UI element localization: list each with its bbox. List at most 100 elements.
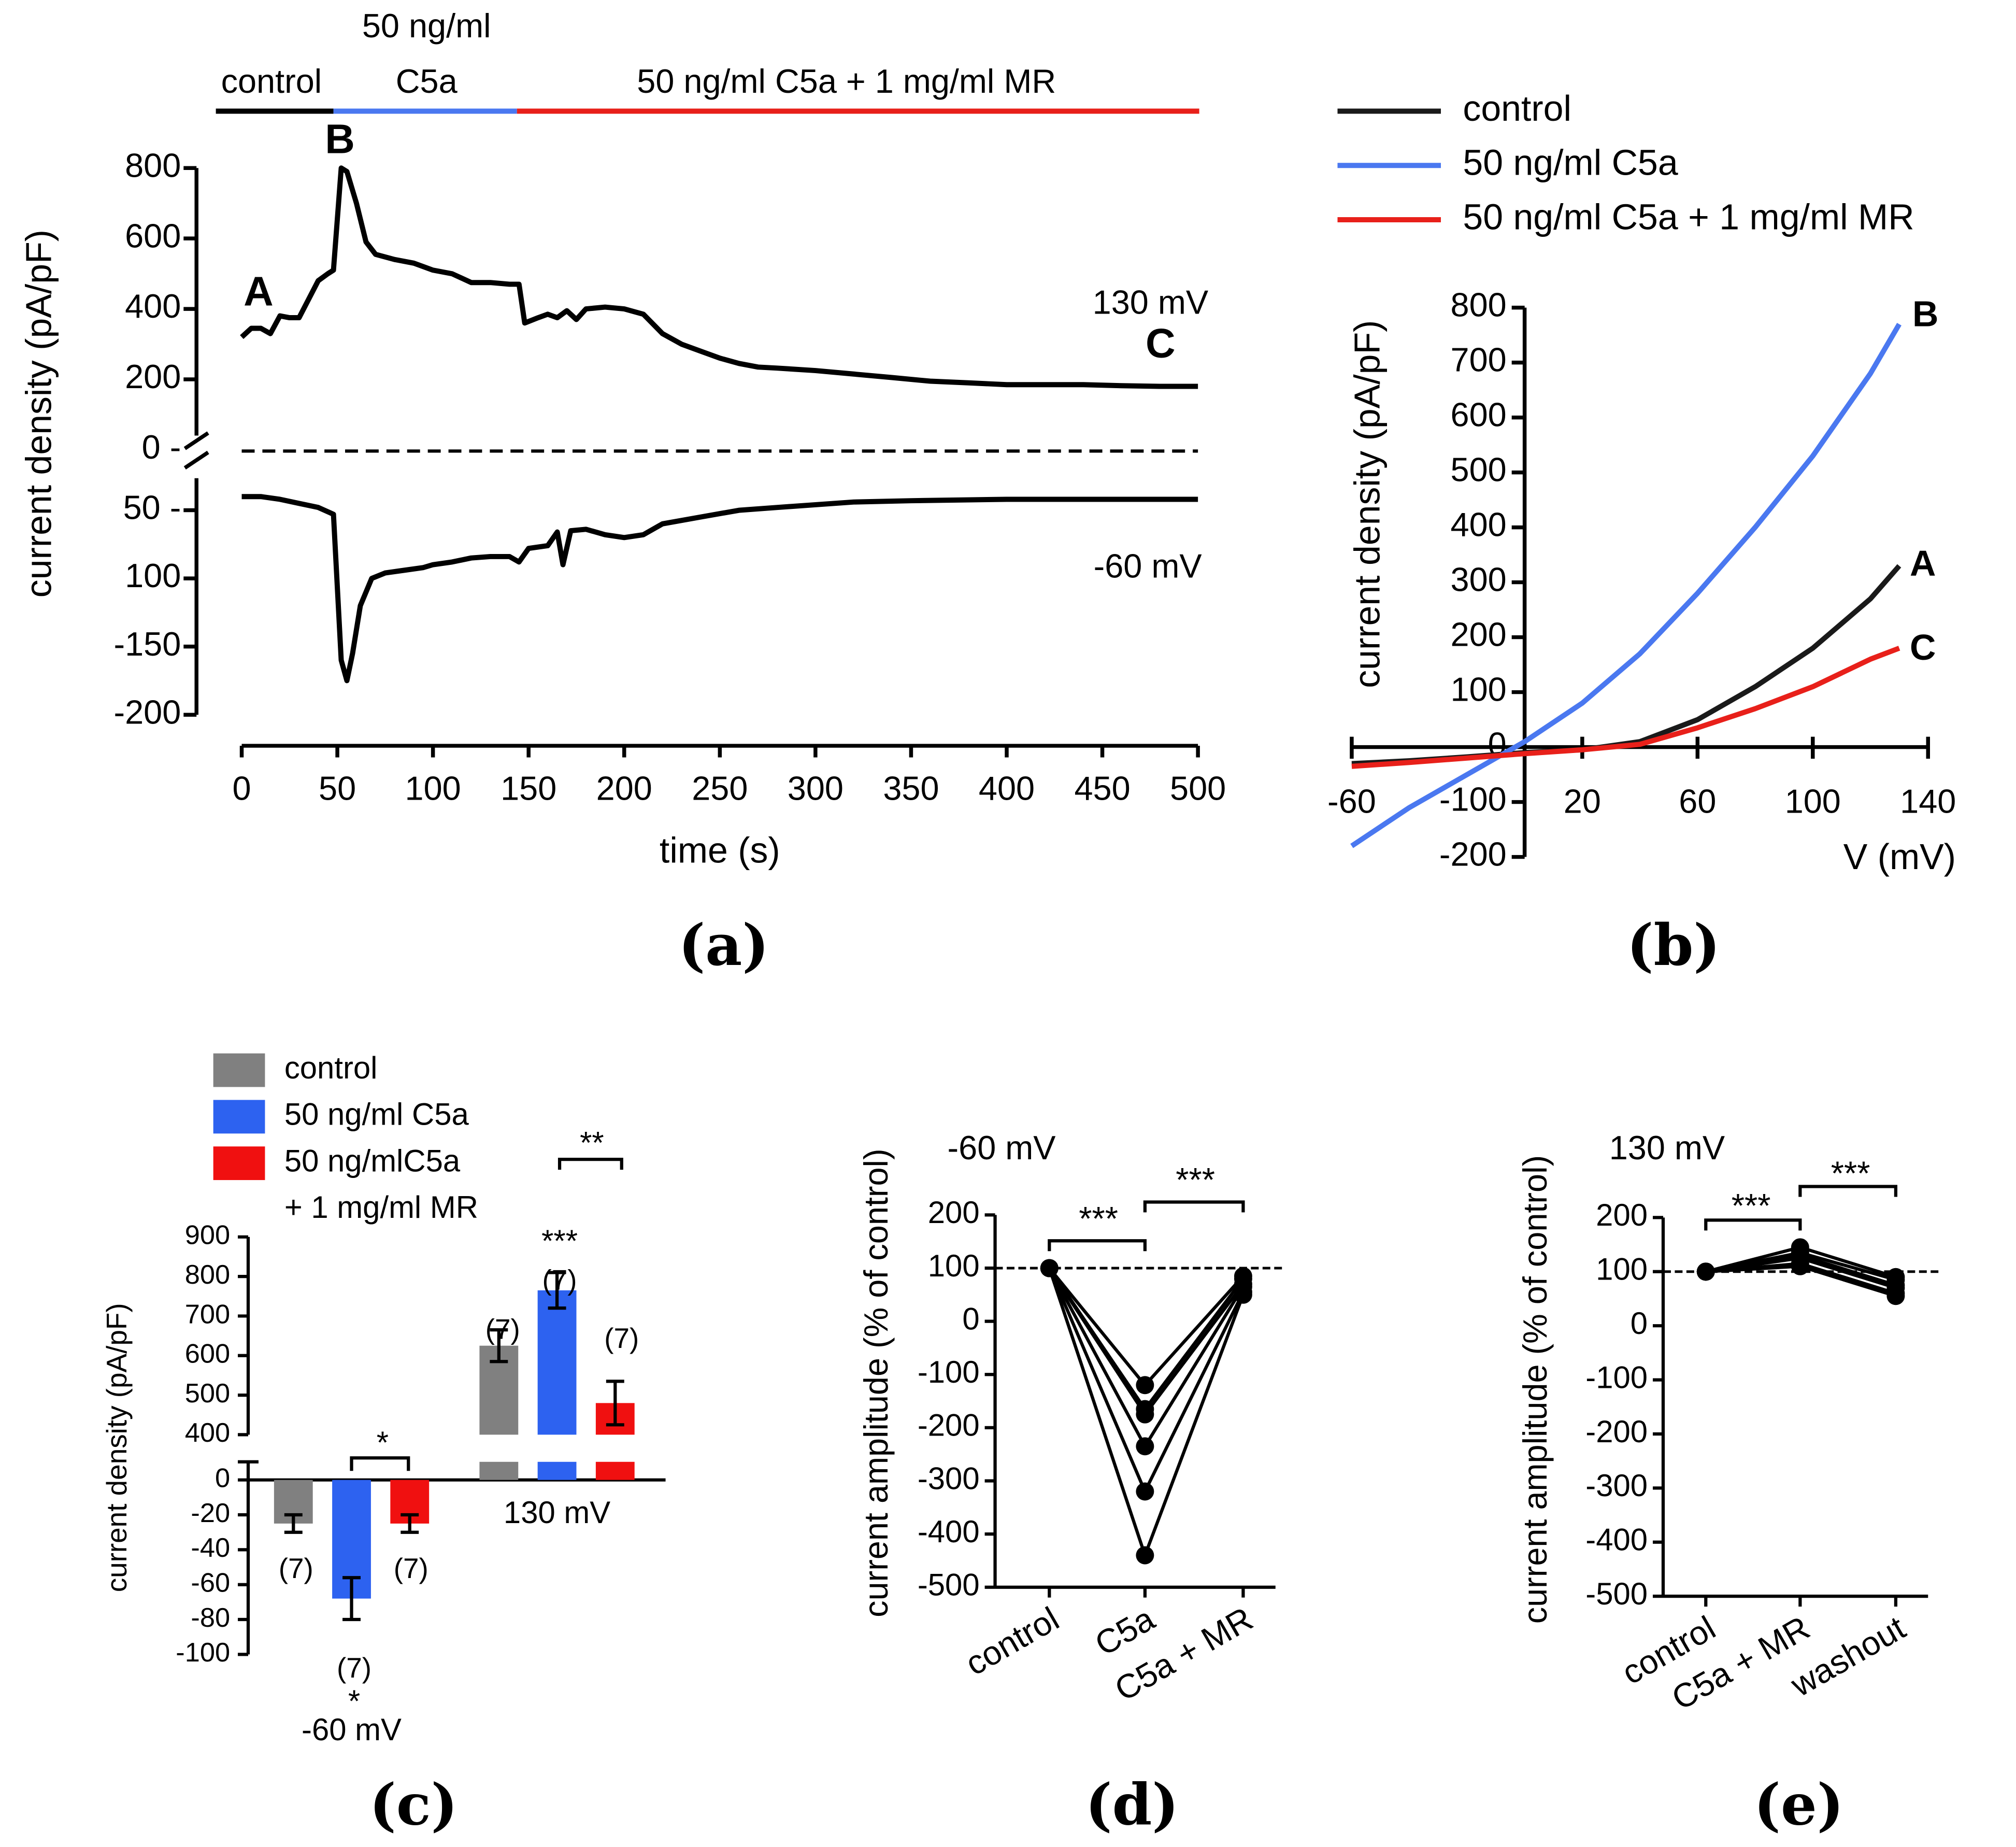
x-axis-label: V (mV) bbox=[1843, 836, 1956, 877]
annotation: 50 ng/ml C5a + 1 mg/ml MR bbox=[637, 62, 1056, 100]
x-tick-label: -60 bbox=[1327, 782, 1376, 820]
category-label: -60 mV bbox=[302, 1712, 402, 1747]
legend-label: 50 ng/mlC5a bbox=[284, 1143, 461, 1178]
y-tick-label: 50 - bbox=[123, 489, 181, 527]
annotation: -60 mV bbox=[948, 1129, 1056, 1167]
annotation: (7) bbox=[279, 1552, 313, 1584]
y-axis-label: current density (pA/pF) bbox=[18, 230, 59, 598]
annotation: *** bbox=[541, 1224, 578, 1258]
data-point bbox=[1136, 1482, 1154, 1501]
y-tick-label: 100 bbox=[928, 1248, 980, 1283]
y-tick-label: 400 bbox=[1451, 506, 1507, 544]
legend-label: control bbox=[284, 1050, 378, 1085]
y-tick-label: -200 bbox=[1439, 835, 1507, 873]
x-tick-label: 200 bbox=[596, 769, 652, 807]
y-tick-label: -500 bbox=[918, 1568, 980, 1602]
y-tick-label: 700 bbox=[1451, 341, 1507, 379]
data-line bbox=[1351, 646, 1900, 769]
y-tick-label: 400 bbox=[125, 287, 181, 325]
y-tick-label: 700 bbox=[185, 1299, 230, 1329]
x-tick-label: 450 bbox=[1074, 769, 1130, 807]
annotation: (7) bbox=[604, 1322, 639, 1354]
y-tick-label: 0 bbox=[1631, 1306, 1648, 1341]
y-tick-label: 100 bbox=[1596, 1252, 1648, 1287]
y-tick-label: 900 bbox=[185, 1220, 230, 1251]
data-line bbox=[1350, 322, 1901, 848]
annotation: 130 mV bbox=[1609, 1129, 1725, 1167]
data-point bbox=[1136, 1546, 1154, 1565]
annotation: -60 mV bbox=[1094, 547, 1202, 585]
annotation: (7) bbox=[485, 1313, 520, 1345]
legend-swatch bbox=[213, 1100, 265, 1134]
category-label: 130 mV bbox=[504, 1495, 610, 1530]
annotation: C bbox=[1146, 320, 1176, 366]
panel-label: (c) bbox=[369, 1771, 458, 1838]
y-axis-label: current amplitude (% of control) bbox=[857, 1148, 895, 1617]
panel-label: (b) bbox=[1627, 912, 1721, 978]
error-bar bbox=[342, 1576, 361, 1622]
y-tick-label: 0 bbox=[215, 1464, 230, 1494]
y-tick-label: 400 bbox=[185, 1418, 230, 1448]
y-tick-label: 200 bbox=[1451, 616, 1507, 653]
y-tick-label: 500 bbox=[185, 1379, 230, 1409]
legend-label: + 1 mg/ml MR bbox=[284, 1190, 478, 1225]
y-tick-label: 100 bbox=[1451, 671, 1507, 708]
y-tick-label: 800 bbox=[125, 146, 181, 184]
data-point bbox=[1886, 1287, 1905, 1305]
panel-label: (a) bbox=[678, 912, 769, 978]
y-tick-label: -100 bbox=[176, 1638, 230, 1668]
y-tick-label: -200 bbox=[114, 693, 181, 731]
annotation: A bbox=[1910, 543, 1936, 584]
annotation: (7) bbox=[394, 1552, 428, 1584]
bar-break-stub bbox=[537, 1461, 577, 1480]
y-tick-label: 200 bbox=[125, 358, 181, 395]
error-bar bbox=[284, 1513, 303, 1534]
legend-label: control bbox=[1463, 88, 1571, 129]
annotation: A bbox=[244, 268, 274, 315]
bar-break-stub bbox=[595, 1461, 635, 1480]
axis-break bbox=[183, 431, 209, 450]
y-tick-label: -200 bbox=[1585, 1414, 1648, 1449]
y-tick-label: -400 bbox=[918, 1514, 980, 1549]
y-tick-label: 300 bbox=[1451, 561, 1507, 599]
data-line bbox=[241, 494, 1198, 684]
annotation: ** bbox=[580, 1126, 604, 1160]
legend-label: 50 ng/ml C5a + 1 mg/ml MR bbox=[1463, 196, 1914, 237]
x-tick-label: 150 bbox=[501, 769, 556, 807]
y-tick-label: -40 bbox=[191, 1533, 230, 1563]
y-tick-label: 600 bbox=[1451, 396, 1507, 434]
x-tick-label: 140 bbox=[1900, 782, 1956, 820]
y-tick-label: -20 bbox=[191, 1498, 230, 1528]
annotation: C5a bbox=[396, 62, 458, 100]
x-tick-label: 20 bbox=[1564, 782, 1601, 820]
annotation: *** bbox=[1732, 1187, 1771, 1225]
y-tick-label: -150 bbox=[114, 625, 181, 663]
annotation: *** bbox=[1079, 1200, 1118, 1238]
y-axis-label: current density (pA/pF) bbox=[101, 1303, 133, 1592]
y-axis-label: current density (pA/pF) bbox=[1347, 320, 1387, 688]
legend-swatch bbox=[213, 1146, 265, 1181]
data-line bbox=[240, 165, 1198, 389]
y-axis-label: current amplitude (% of control) bbox=[1516, 1155, 1554, 1624]
data-point bbox=[1234, 1285, 1252, 1304]
y-tick-label: -60 bbox=[191, 1568, 230, 1598]
y-tick-label: -500 bbox=[1585, 1576, 1648, 1611]
error-bar bbox=[606, 1380, 624, 1427]
data-point bbox=[1040, 1259, 1059, 1277]
data-point bbox=[1136, 1376, 1154, 1395]
data-point bbox=[1791, 1257, 1809, 1275]
x-tick-label: 500 bbox=[1170, 769, 1226, 807]
y-tick-label: 500 bbox=[1451, 451, 1507, 489]
y-tick-label: -100 bbox=[918, 1355, 980, 1389]
x-tick-label: 100 bbox=[1785, 782, 1841, 820]
error-bar bbox=[548, 1271, 566, 1310]
panel-label: (e) bbox=[1754, 1771, 1844, 1838]
axis-break bbox=[183, 450, 209, 470]
y-tick-label: -300 bbox=[918, 1461, 980, 1496]
y-tick-label: -100 bbox=[1585, 1360, 1648, 1395]
x-tick-label: 300 bbox=[788, 769, 843, 807]
annotation: C bbox=[1910, 627, 1936, 667]
data-point bbox=[1136, 1405, 1154, 1424]
x-tick-label: 400 bbox=[979, 769, 1035, 807]
